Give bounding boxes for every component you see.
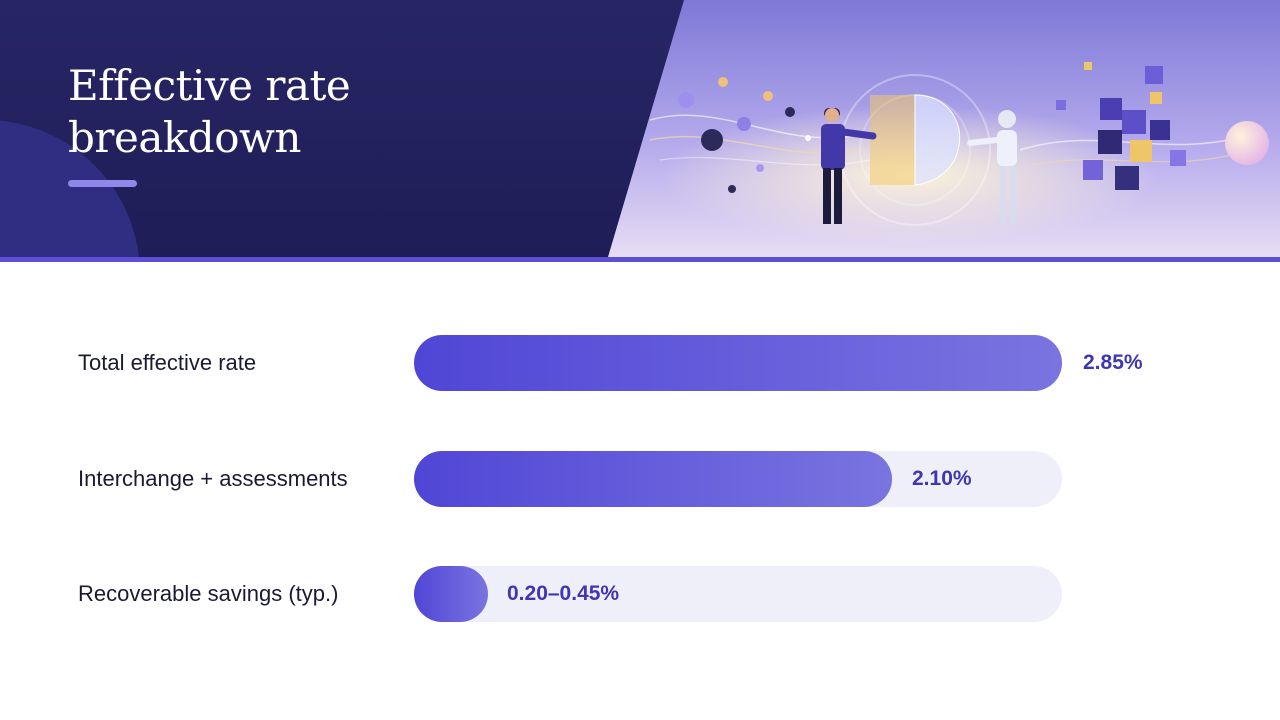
rate-row-interchange: Interchange + assessments 2.10% (0, 451, 1280, 507)
rate-label: Interchange + assessments (78, 466, 348, 491)
rate-bar-fill (414, 335, 1062, 391)
rate-bar-track (414, 335, 1062, 391)
person-and-robot-ai-illustration-icon (608, 0, 1280, 257)
rate-label: Total effective rate (78, 350, 257, 375)
page-title-line: breakdown (68, 113, 301, 162)
rate-bar-track (414, 451, 1062, 507)
page-title: Effective rate breakdown (68, 60, 488, 164)
rate-value: 0.20–0.45% (507, 582, 620, 605)
rate-value: 2.10% (912, 467, 972, 490)
rate-label: Recoverable savings (typ.) (78, 581, 339, 606)
rate-row-savings: Recoverable savings (typ.) 0.20–0.45% (0, 566, 1280, 622)
page-title-line: Effective rate (68, 61, 351, 110)
rate-bar-fill (414, 451, 892, 507)
rate-row-total: Total effective rate 2.85% (0, 335, 1280, 391)
header-divider (0, 257, 1280, 262)
hero-illustration (608, 0, 1280, 257)
slide-header: Effective rate breakdown (0, 0, 1280, 257)
rate-bar-fill (414, 566, 488, 622)
title-underline (68, 180, 137, 187)
rate-bar-track (414, 566, 1062, 622)
rate-value: 2.85% (1083, 351, 1143, 374)
